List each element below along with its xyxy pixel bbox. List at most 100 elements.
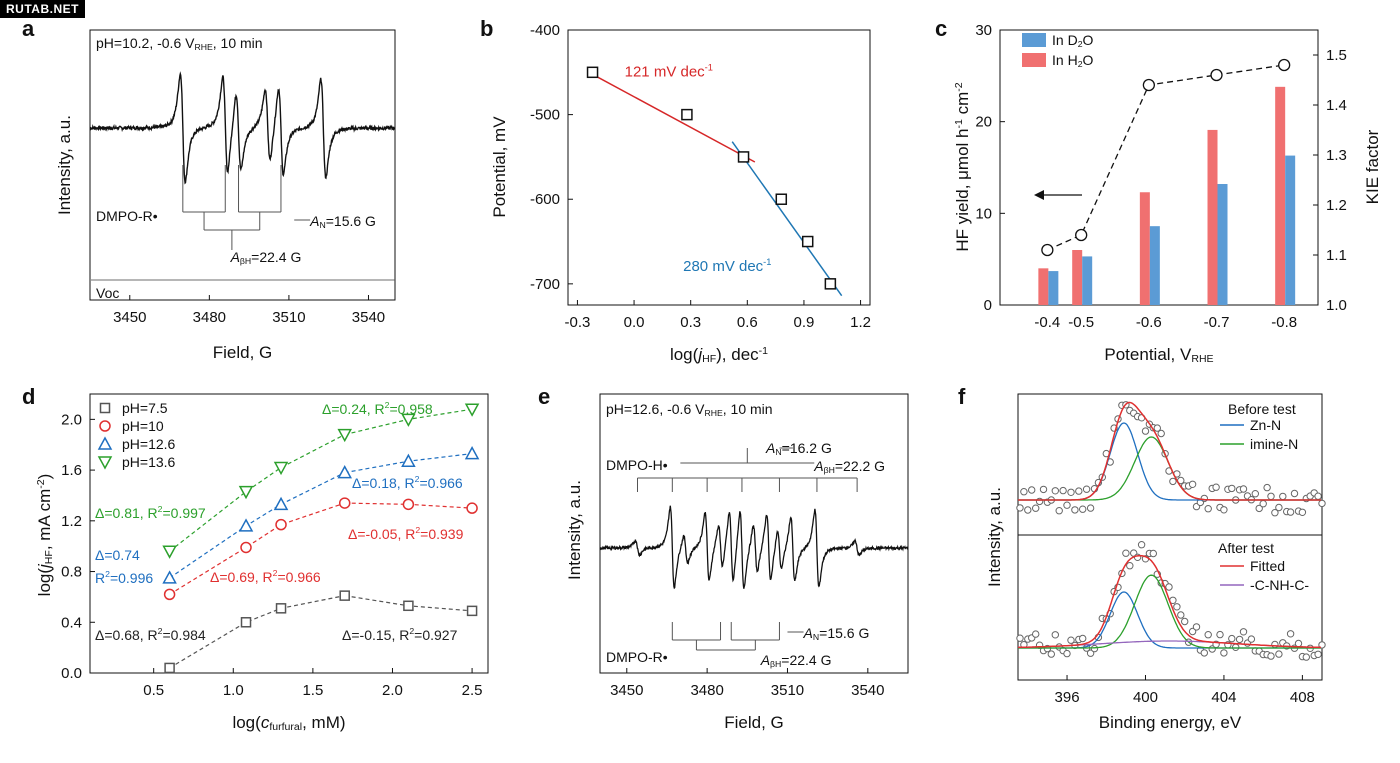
subplot-title-before: Before test: [1228, 401, 1296, 417]
data-point: [824, 278, 837, 290]
panel-letter-a: a: [22, 16, 35, 41]
data-point-tri-down: [97, 456, 113, 470]
legend-swatch: [1022, 33, 1046, 47]
legend-swatch: [1022, 53, 1046, 67]
xps-data-point: [1020, 488, 1028, 496]
data-point-square: [339, 590, 350, 601]
x-tick-label: 0.0: [624, 314, 645, 331]
series-fit-line: [169, 472, 345, 579]
watermark-logo: RUTAB.NET: [0, 0, 85, 18]
x-axis-label: Field, G: [724, 713, 784, 732]
xps-data-point: [1165, 583, 1173, 591]
bar-d2o: [1048, 271, 1059, 305]
xps-data-point: [1082, 485, 1091, 493]
data-point-circle: [338, 497, 351, 509]
series-fit-line: [169, 595, 345, 669]
panel-f-frame: [1017, 393, 1323, 681]
x-tick-label: -0.6: [1136, 314, 1162, 331]
xps-data-point: [1232, 643, 1240, 651]
subplot-title-after: After test: [1218, 540, 1274, 556]
data-point-triangle: [238, 518, 254, 532]
data-point-circle: [402, 498, 415, 511]
xps-data-point: [1318, 641, 1326, 649]
legend-label: pH=7.5: [122, 400, 168, 416]
legend-label: Fitted: [1250, 558, 1285, 574]
xps-data-point: [1275, 503, 1283, 512]
y-tick-label-right: 1.4: [1326, 97, 1347, 114]
data-point-square: [466, 605, 478, 617]
data-point-circle: [240, 541, 252, 554]
fit-annotation: R2=0.996: [95, 569, 153, 586]
x-tick-label: 3480: [690, 682, 723, 699]
xps-data-point: [1016, 504, 1024, 512]
xps-data-point: [1032, 504, 1040, 512]
panel-letter-c: c: [935, 16, 947, 41]
bar-d2o: [1082, 256, 1093, 305]
y-axis-label: Intensity, a.u.: [985, 487, 1004, 587]
xps-data-point: [1067, 488, 1075, 496]
xps-data-point: [1212, 483, 1220, 491]
x-tick-label: 3540: [352, 309, 385, 326]
hf-label-abh-bottom: AβH=22.4 G: [760, 652, 832, 669]
x-tick-label: 1.2: [850, 314, 871, 331]
panel-letter-b: b: [480, 16, 493, 41]
data-point: [775, 193, 788, 205]
xps-data-point: [1228, 484, 1236, 493]
fit-annotation: Δ=0.18, R2=0.966: [352, 474, 463, 491]
data-point-tri-down: [273, 461, 289, 476]
data-point-circle: [275, 518, 287, 531]
bar-h2o: [1275, 86, 1286, 305]
xps-data-point: [1126, 562, 1134, 570]
legend-label: imine-N: [1250, 436, 1298, 452]
series-label-dmpo-r: DMPO-R•: [606, 649, 668, 665]
bar-d2o: [1217, 184, 1228, 305]
y-axis-label: Intensity, a.u.: [55, 115, 74, 215]
panel-a-annotation: pH=10.2, -0.6 VRHE, 10 min: [96, 35, 263, 52]
xps-data-point: [1239, 485, 1248, 493]
kie-point: [1041, 243, 1054, 257]
y-tick-label: 0.8: [61, 564, 82, 581]
before-fitted-envelope: [1018, 401, 1321, 501]
x-tick-label: 0.9: [794, 314, 815, 331]
xps-data-point: [1051, 631, 1060, 639]
xps-data-point: [1059, 486, 1067, 495]
y-axis-label-left: HF yield, μmol h-1 cm-2: [953, 82, 972, 251]
fit-annotation: Δ=0.81, R2=0.997: [95, 504, 206, 521]
xps-data-point: [1153, 424, 1162, 432]
data-point-triangle: [162, 570, 177, 584]
xps-data-point: [1063, 649, 1071, 658]
data-point-triangle: [337, 465, 352, 479]
y-axis-label: Intensity, a.u.: [565, 480, 584, 580]
legend-label: pH=13.6: [122, 454, 176, 470]
fit-annotation: Δ=0.74: [95, 547, 140, 563]
xps-data-point: [1204, 505, 1212, 513]
y-tick-label-right: 1.1: [1326, 247, 1347, 264]
xps-data-point: [1251, 490, 1260, 498]
x-tick-label: 396: [1055, 689, 1080, 706]
y-axis-label: Potential, mV: [490, 116, 509, 218]
panel-b-frame: [567, 29, 871, 306]
bar-h2o: [1139, 192, 1150, 305]
x-axis-label: Potential, VRHE: [1104, 345, 1213, 365]
hf-label-abh: AβH=22.4 G: [230, 249, 302, 266]
y-tick-label: -700: [530, 276, 560, 293]
xps-data-point: [1239, 628, 1248, 636]
xps-data-point: [1298, 508, 1307, 516]
data-point-tri-down: [162, 545, 177, 559]
legend-label: pH=12.6: [122, 436, 176, 452]
data-point: [681, 108, 693, 121]
x-axis-label: Binding energy, eV: [1099, 713, 1242, 732]
data-point-square: [240, 617, 252, 628]
hf-label-an: AN=15.6 G: [309, 213, 376, 230]
xps-data-point: [1173, 603, 1181, 611]
x-tick-label: 400: [1133, 689, 1158, 706]
xps-data-point: [1263, 483, 1271, 492]
xps-data-point: [1028, 486, 1036, 494]
xps-data-point: [1314, 492, 1322, 500]
panel-e-frame: [599, 393, 909, 674]
y-axis-label-right: KIE factor: [1363, 129, 1382, 204]
data-point-square: [275, 603, 287, 614]
data-point-circle: [466, 502, 478, 514]
kie-point: [1142, 78, 1156, 92]
panel-d-frame: [89, 393, 489, 674]
